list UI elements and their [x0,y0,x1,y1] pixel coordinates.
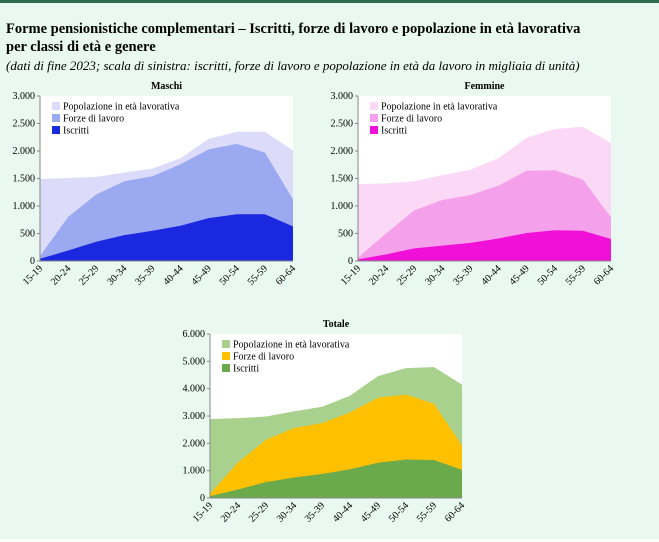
legend-swatch [370,102,378,110]
legend-swatch [52,102,60,110]
y-tick-label: 2.000 [331,146,354,157]
y-tick-label: 3.000 [331,91,354,102]
x-tick-label: 35-39 [451,263,475,287]
x-tick-label: 50-54 [387,500,411,524]
x-tick-label: 15-19 [191,500,215,524]
legend-swatch [52,126,60,134]
x-tick-label: 15-19 [21,263,45,287]
y-tick-label: 500 [20,229,35,240]
x-tick-label: 30-34 [423,263,447,287]
x-tick-label: 40-44 [161,263,185,287]
charts: Maschi 0 500 1.000 1.500 2.000 2.500 3.000 15-19… [13,81,617,525]
y-tick-label: 1.000 [183,466,206,477]
legend-label: Forze di lavoro [63,114,124,125]
title: Forme pensionistiche complementari – Isc… [6,21,581,37]
legend-label: Popolazione in età lavorativa [63,102,180,113]
legend-label: Iscritti [63,126,89,137]
x-tick-label: 45-49 [508,263,532,287]
legend-swatch [222,364,230,372]
legend-label: Iscritti [233,364,259,375]
y-tick-label: 4.000 [183,384,206,395]
x-tick-label: 45-49 [359,500,383,524]
x-tick-label: 15-19 [339,263,363,287]
legend-label: Forze di lavoro [233,352,294,363]
y-tick-label: 0 [348,256,353,267]
y-tick-label: 5.000 [183,356,206,367]
chart-title: Totale [323,319,350,330]
x-tick-label: 30-34 [105,263,129,287]
x-tick-label: 20-24 [367,263,391,287]
legend-label: Iscritti [381,126,407,137]
subtitle: (dati di fine 2023; scala di sinistra: i… [6,58,580,73]
chart-title: Maschi [151,81,182,92]
legend-swatch [222,340,230,348]
y-tick-label: 3.000 [183,411,206,422]
area [358,230,611,261]
x-tick-label: 55-59 [415,500,439,524]
legend-swatch [222,352,230,360]
chart-title: Femmine [465,81,506,92]
x-tick-label: 60-64 [443,500,467,524]
x-tick-label: 25-29 [77,263,101,287]
y-tick-label: 0 [200,493,205,504]
x-tick-label: 55-59 [246,263,270,287]
y-tick-label: 500 [338,229,353,240]
y-tick-label: 1.000 [13,201,36,212]
y-tick-label: 1.000 [331,201,354,212]
x-tick-label: 20-24 [49,263,73,287]
y-tick-label: 2.500 [331,119,354,130]
x-tick-label: 60-64 [274,263,298,287]
legend-swatch [370,126,378,134]
area [210,459,462,498]
legend-label: Forze di lavoro [381,114,442,125]
x-tick-label: 45-49 [190,263,214,287]
y-tick-label: 2.000 [183,438,206,449]
y-tick-label: 6.000 [183,329,206,340]
legend-label: Popolazione in età lavorativa [381,102,498,113]
x-tick-label: 40-44 [479,263,503,287]
y-tick-label: 1.500 [13,174,36,185]
x-tick-label: 35-39 [303,500,327,524]
x-tick-label: 30-34 [275,500,299,524]
x-tick-label: 25-29 [395,263,419,287]
y-tick-label: 2.000 [13,146,36,157]
x-tick-label: 60-64 [592,263,616,287]
x-tick-label: 40-44 [331,500,355,524]
y-tick-label: 3.000 [13,91,36,102]
legend-label: Popolazione in età lavorativa [233,340,350,351]
x-tick-label: 25-29 [247,500,271,524]
area [40,214,293,261]
x-tick-label: 35-39 [133,263,157,287]
x-tick-label: 50-54 [218,263,242,287]
title: per classi di età e genere [6,39,156,55]
legend-swatch [52,114,60,122]
y-tick-label: 1.500 [331,174,354,185]
x-tick-label: 55-59 [564,263,588,287]
y-tick-label: 2.500 [13,119,36,130]
legend-swatch [370,114,378,122]
y-tick-label: 0 [30,256,35,267]
x-tick-label: 20-24 [219,500,243,524]
x-tick-label: 50-54 [536,263,560,287]
